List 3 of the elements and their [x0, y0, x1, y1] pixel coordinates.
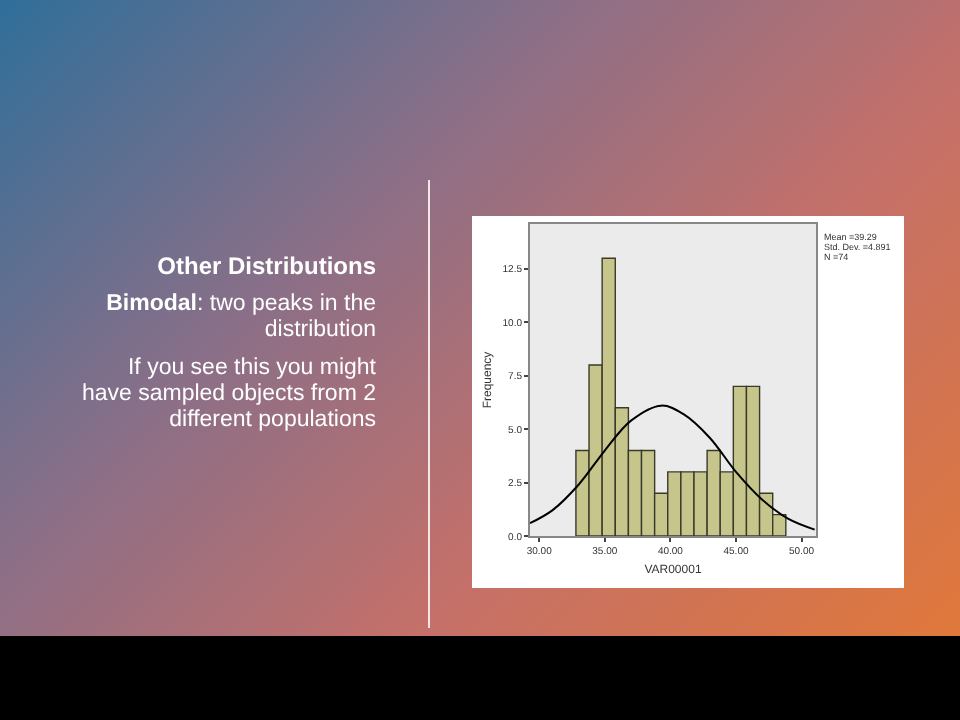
text: If you see this you might have sampled objects from 2 different populations: [80, 356, 376, 434]
text: Other Distributions: [155, 252, 376, 280]
text: Bimodal: two peaks in the distribution: [104, 292, 376, 344]
